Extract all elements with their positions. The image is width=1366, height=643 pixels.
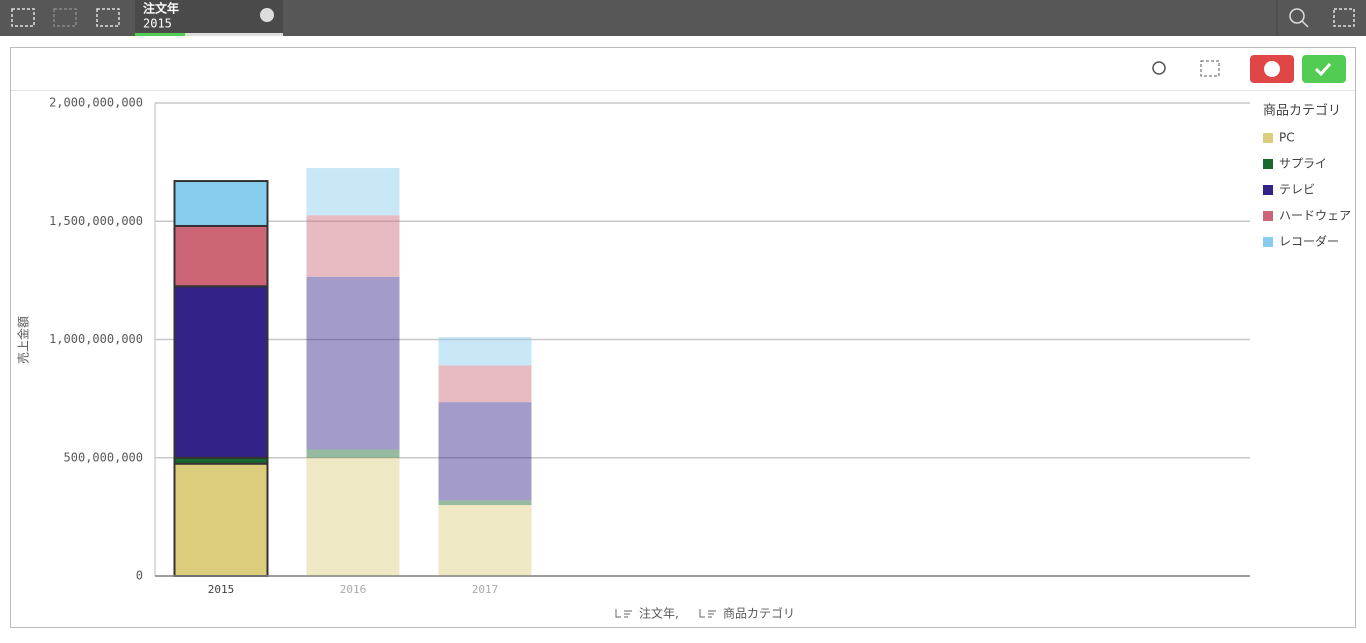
y-tick-label: 1,000,000,000 (49, 332, 143, 346)
confirm-icon (1314, 62, 1332, 77)
bar-segment (306, 168, 400, 216)
chip-field: 注文年 (143, 1, 179, 16)
chip-bar-selected (135, 33, 185, 36)
x-tick-label: 2017 (472, 583, 499, 596)
y-tick-label: 500,000,000 (64, 450, 143, 464)
bar-segment (438, 500, 532, 506)
bar-segment (173, 224, 269, 288)
x-axis-label-1: 注文年, (639, 606, 679, 621)
bar-segment (438, 402, 532, 501)
legend-swatch (1263, 237, 1273, 247)
back-icon[interactable] (11, 8, 35, 27)
bar-segment (173, 180, 269, 227)
legend-title: 商品カテゴリ (1263, 103, 1341, 119)
clear-all-icon[interactable] (96, 8, 120, 27)
bar-segment (438, 337, 532, 366)
legend-label: サプライ (1279, 157, 1327, 171)
chip-clear[interactable] (260, 8, 274, 22)
y-tick-label: 1,500,000,000 (49, 214, 143, 228)
bar-segment (306, 215, 400, 277)
forward-icon[interactable] (53, 8, 77, 27)
legend-label: ハードウェア (1279, 209, 1351, 223)
legend-swatch (1263, 159, 1273, 169)
bar-segment (438, 505, 532, 576)
cancel-icon (1264, 61, 1280, 77)
bar-segment (438, 365, 532, 403)
legend-label: レコーダー (1279, 234, 1339, 249)
chip-value: 2015 (143, 17, 172, 31)
clear-selection-icon[interactable] (1200, 60, 1220, 77)
chip-bar-rest (185, 33, 283, 36)
lasso-icon[interactable] (1152, 61, 1166, 75)
bar-segment (306, 457, 400, 576)
search-icon[interactable] (1289, 8, 1305, 24)
legend-label: PC (1279, 131, 1295, 145)
search-handle (1301, 20, 1309, 28)
sort-icons (615, 609, 716, 618)
selection-chip[interactable] (135, 0, 283, 36)
y-tick-label: 2,000,000,000 (49, 96, 143, 110)
legend-label: テレビ (1279, 183, 1315, 197)
bar-segment (173, 462, 269, 578)
bar-segment (306, 449, 400, 458)
selection-tool-icon[interactable] (1333, 8, 1355, 27)
legend-swatch (1263, 211, 1273, 221)
y-tick-label: 0 (136, 569, 143, 583)
y-axis-label: 売上金額 (16, 316, 31, 364)
bar-segment (306, 276, 400, 450)
x-axis-label-2: 商品カテゴリ (723, 606, 795, 621)
legend-swatch (1263, 133, 1273, 143)
x-tick-label: 2015 (208, 583, 235, 596)
legend-swatch (1263, 185, 1273, 195)
x-tick-label: 2016 (340, 583, 367, 596)
toolbar-icons (11, 8, 1355, 28)
bar-segment (173, 285, 269, 459)
